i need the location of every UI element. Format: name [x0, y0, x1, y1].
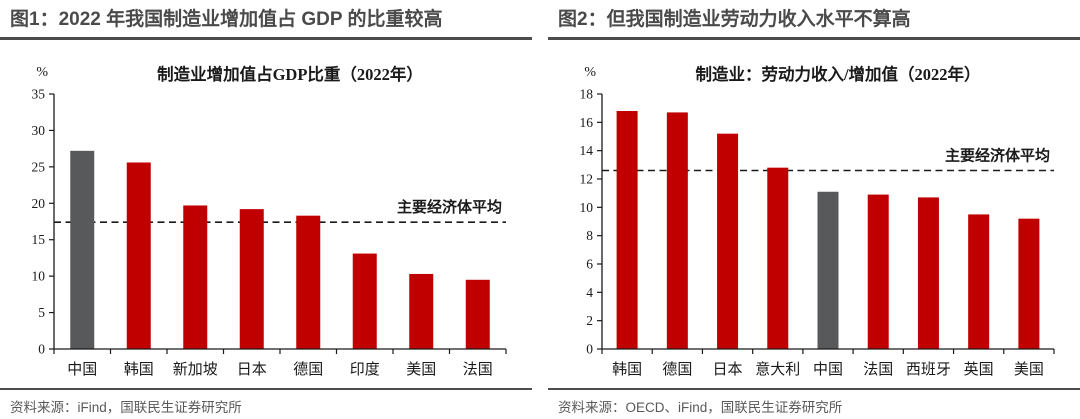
y-tick-label: 10	[32, 269, 46, 284]
bar	[296, 215, 321, 349]
x-axis-label: 德国	[293, 360, 323, 378]
y-tick-label: 14	[580, 143, 594, 158]
chart-subtitle: 制造业增加值占GDP比重（2022年）	[157, 64, 423, 84]
y-tick-label: 15	[32, 232, 46, 247]
bar	[968, 214, 990, 349]
unit-label: %	[584, 65, 596, 80]
bar	[70, 150, 95, 349]
average-line-label: 主要经济体平均	[397, 198, 502, 216]
unit-label: %	[36, 65, 48, 80]
bar	[917, 197, 939, 349]
x-axis-label: 日本	[237, 361, 267, 378]
x-axis-label: 美国	[1014, 361, 1044, 378]
figure-2-divider	[548, 388, 1080, 390]
bar	[616, 111, 638, 349]
y-tick-label: 2	[586, 313, 593, 328]
bar-chart-2: % 制造业：劳动力收入/增加值（2022年） 韩国 德国 日本 意大利 中国 法国 西班牙 英国 美…	[580, 64, 1055, 378]
figure-panel-2: 图2：但我国制造业劳动力收入水平不算高 % 制造业：劳动力收入/增加值（2022年…	[548, 0, 1080, 419]
bar	[239, 209, 264, 349]
x-axis-label: 韩国	[124, 361, 154, 378]
bar	[352, 253, 377, 349]
x-axis-label: 美国	[406, 361, 436, 378]
y-tick-label: 16	[580, 115, 594, 130]
y-tick-label: 20	[32, 196, 46, 211]
bar	[817, 191, 839, 349]
bar	[1018, 218, 1040, 349]
x-axis-label: 意大利	[755, 360, 800, 378]
y-tick-label: 0	[38, 342, 45, 357]
figure-1-divider	[0, 388, 532, 390]
y-tick-label: 18	[580, 87, 594, 102]
figure-2-title: 图2：但我国制造业劳动力收入水平不算高	[548, 8, 1080, 40]
bar	[409, 273, 434, 349]
x-axis-label: 韩国	[612, 361, 642, 378]
y-tick-label: 35	[32, 87, 46, 102]
x-axis-label: 印度	[350, 361, 380, 378]
bar	[666, 112, 688, 350]
x-axis-label: 英国	[964, 360, 994, 378]
figure-2-source: 资料来源：OECD、iFind，国联民生证券研究所	[558, 400, 843, 415]
x-axis-label: 法国	[863, 361, 893, 378]
bar	[767, 167, 789, 349]
y-tick-label: 0	[586, 342, 593, 357]
average-line-label: 主要经济体平均	[945, 147, 1050, 165]
x-axis-label: 中国	[67, 361, 97, 378]
y-tick-label: 25	[32, 159, 46, 174]
x-axis-label: 新加坡	[173, 361, 218, 378]
chart-subtitle: 制造业：劳动力收入/增加值（2022年）	[695, 64, 980, 84]
bar	[465, 279, 490, 349]
bar	[717, 133, 739, 349]
bar	[867, 194, 889, 349]
figure-2-chart-area: % 制造业：劳动力收入/增加值（2022年） 韩国 德国 日本 意大利 中国 法国 西班牙 英国 美…	[558, 40, 1070, 388]
x-axis-label: 日本	[713, 361, 743, 378]
bar	[183, 205, 208, 349]
bar	[126, 162, 151, 349]
y-tick-label: 5	[38, 305, 45, 320]
figure-1-chart-area: % 制造业增加值占GDP比重（2022年） 中国 韩国 新加坡 日本 德国 印度 美国 法国 0 5 1…	[10, 40, 522, 388]
figure-1-title: 图1：2022 年我国制造业增加值占 GDP 的比重较高	[0, 8, 532, 40]
y-tick-label: 6	[586, 257, 593, 272]
y-tick-label: 30	[32, 123, 46, 138]
x-axis-label: 德国	[662, 360, 692, 378]
figure-1-source: 资料来源：iFind，国联民生证券研究所	[10, 400, 242, 415]
x-axis-label: 西班牙	[906, 361, 951, 378]
y-tick-label: 12	[580, 172, 594, 187]
x-axis-label: 中国	[813, 361, 843, 378]
figure-panel-1: 图1：2022 年我国制造业增加值占 GDP 的比重较高 % 制造业增加值占GDP…	[0, 0, 532, 419]
y-tick-label: 4	[586, 285, 593, 300]
bar-chart-1: % 制造业增加值占GDP比重（2022年） 中国 韩国 新加坡 日本 德国 印度 美国 法国 0 5 1…	[32, 64, 507, 378]
x-axis-label: 法国	[463, 361, 493, 378]
y-tick-label: 8	[586, 228, 593, 243]
y-tick-label: 10	[580, 200, 594, 215]
